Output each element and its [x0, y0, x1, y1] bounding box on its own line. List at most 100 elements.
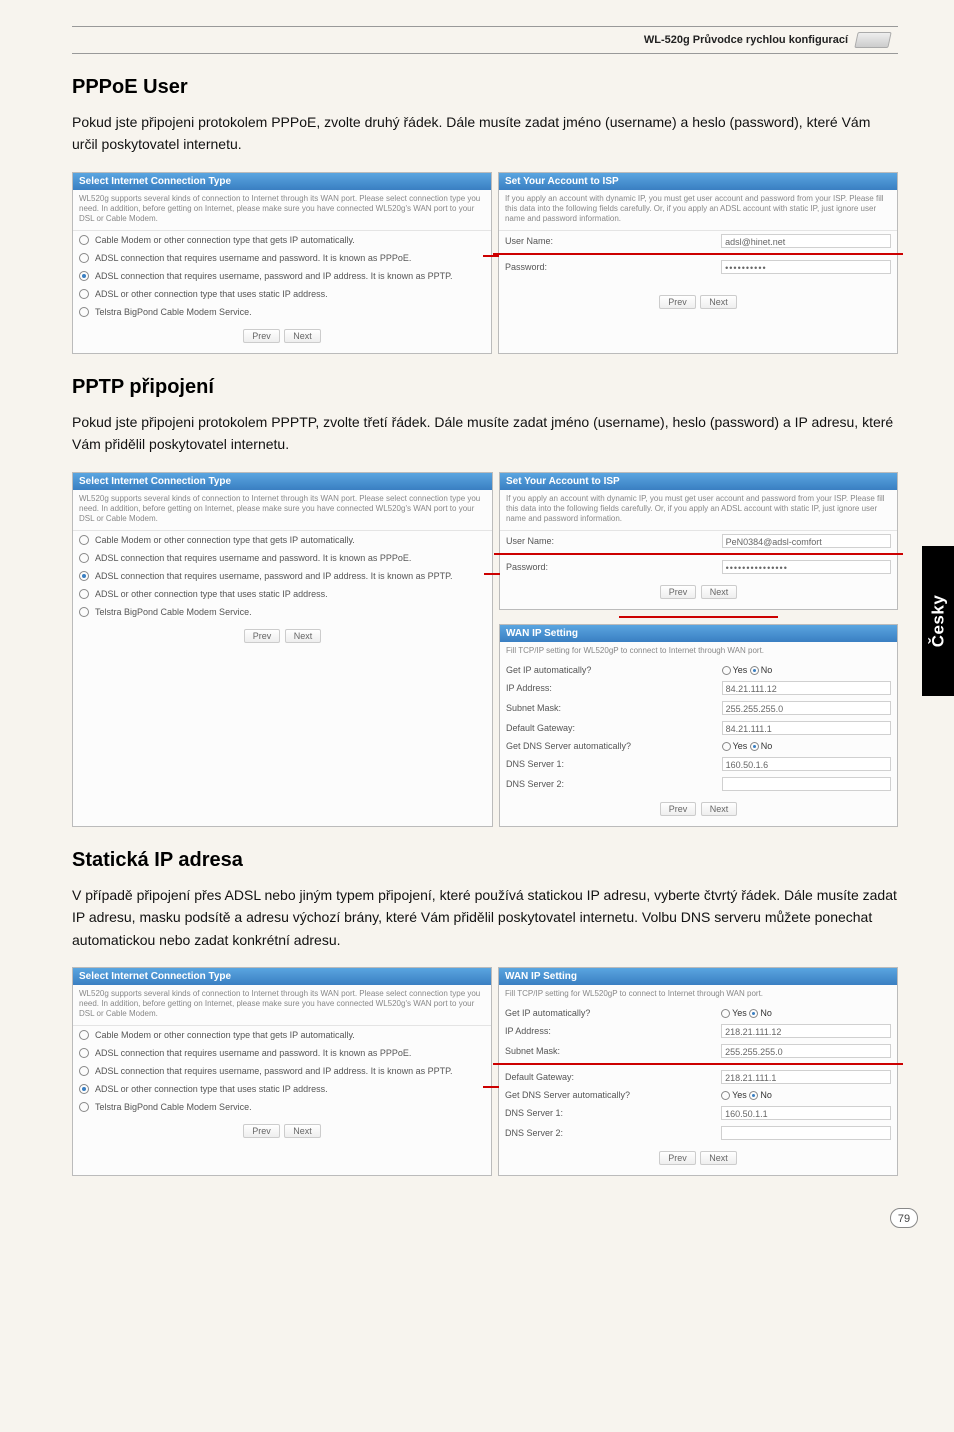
dns-auto-choice[interactable]: Yes No — [721, 1090, 891, 1100]
next-button[interactable]: Next — [285, 629, 322, 643]
password-field[interactable]: •••••••••• — [721, 260, 891, 274]
opt-bigpond-label: Telstra BigPond Cable Modem Service. — [95, 1102, 252, 1112]
password-label: Password: — [506, 562, 722, 572]
select-connection-panel: Select Internet Connection Type WL520g s… — [72, 172, 492, 354]
pptp-body: Pokud jste připojeni protokolem PPPTP, z… — [72, 411, 898, 456]
opt-bigpond[interactable]: Telstra BigPond Cable Modem Service. — [73, 1098, 491, 1116]
radio-icon — [79, 571, 89, 581]
password-row: Password: •••••••••• — [499, 257, 897, 277]
radio-icon — [79, 1084, 89, 1094]
radio-icon — [79, 589, 89, 599]
password-field[interactable]: ••••••••••••••• — [722, 560, 891, 574]
username-field[interactable]: PeN0384@adsl-comfort — [722, 534, 891, 548]
highlight-line — [493, 253, 903, 255]
radio-icon — [79, 553, 89, 563]
prev-button[interactable]: Prev — [243, 329, 280, 343]
prev-button[interactable]: Prev — [660, 585, 697, 599]
prev-button[interactable]: Prev — [243, 1124, 280, 1138]
opt-bigpond-label: Telstra BigPond Cable Modem Service. — [95, 607, 252, 617]
username-field[interactable]: adsl@hinet.net — [721, 234, 891, 248]
page-number: 79 — [890, 1208, 918, 1228]
highlight-line — [494, 553, 903, 555]
opt-pppoe[interactable]: ADSL connection that requires username a… — [73, 249, 491, 267]
opt-pptp[interactable]: ADSL connection that requires username, … — [73, 267, 491, 285]
gw-field[interactable]: 218.21.111.1 — [721, 1070, 891, 1084]
radio-icon — [79, 289, 89, 299]
prev-button[interactable]: Prev — [244, 629, 281, 643]
opt-pppoe[interactable]: ADSL connection that requires username a… — [73, 549, 492, 567]
next-button[interactable]: Next — [284, 329, 321, 343]
dns1-row: DNS Server 1:160.50.1.6 — [500, 754, 897, 774]
ip-field[interactable]: 84.21.111.12 — [722, 681, 891, 695]
next-button[interactable]: Next — [700, 295, 737, 309]
dns1-field[interactable]: 160.50.1.6 — [722, 757, 891, 771]
auto-ip-row: Get IP automatically?Yes No — [499, 1005, 897, 1021]
dns1-field[interactable]: 160.50.1.1 — [721, 1106, 891, 1120]
language-tab: Česky — [922, 546, 954, 696]
highlight-line — [484, 573, 500, 575]
next-button[interactable]: Next — [701, 585, 738, 599]
auto-ip-label: Get IP automatically? — [506, 665, 722, 675]
opt-bigpond[interactable]: Telstra BigPond Cable Modem Service. — [73, 303, 491, 321]
next-button[interactable]: Next — [700, 1151, 737, 1165]
opt-pptp[interactable]: ADSL connection that requires username, … — [73, 1062, 491, 1080]
ip-row: IP Address:218.21.111.12 — [499, 1021, 897, 1041]
opt-static[interactable]: ADSL or other connection type that uses … — [73, 285, 491, 303]
radio-icon — [79, 1102, 89, 1112]
prev-button[interactable]: Prev — [659, 295, 696, 309]
auto-ip-label: Get IP automatically? — [505, 1008, 721, 1018]
dns-auto-label: Get DNS Server automatically? — [506, 741, 722, 751]
opt-pptp-label: ADSL connection that requires username, … — [95, 571, 453, 581]
ip-field[interactable]: 218.21.111.12 — [721, 1024, 891, 1038]
auto-ip-choice[interactable]: Yes No — [722, 665, 891, 675]
dns-auto-row: Get DNS Server automatically?Yes No — [499, 1087, 897, 1103]
nav-buttons: Prev Next — [500, 577, 897, 609]
nav-buttons: Prev Next — [499, 1143, 897, 1175]
next-button[interactable]: Next — [284, 1124, 321, 1138]
opt-pppoe[interactable]: ADSL connection that requires username a… — [73, 1044, 491, 1062]
opt-bigpond[interactable]: Telstra BigPond Cable Modem Service. — [73, 603, 492, 621]
opt-pptp[interactable]: ADSL connection that requires username, … — [73, 567, 492, 585]
mask-field[interactable]: 255.255.255.0 — [722, 701, 891, 715]
opt-auto[interactable]: Cable Modem or other connection type tha… — [73, 531, 492, 549]
pppoe-heading: PPPoE User — [72, 76, 898, 99]
username-row: User Name: adsl@hinet.net — [499, 231, 897, 251]
opt-auto[interactable]: Cable Modem or other connection type tha… — [73, 231, 491, 249]
auto-ip-row: Get IP automatically?Yes No — [500, 662, 897, 678]
dns2-field[interactable] — [721, 1126, 891, 1140]
no-label: No — [761, 741, 773, 751]
nav-buttons: Prev Next — [73, 321, 491, 353]
mask-field[interactable]: 255.255.255.0 — [721, 1044, 891, 1058]
highlight-line — [483, 255, 499, 257]
dns-auto-choice[interactable]: Yes No — [722, 741, 891, 751]
opt-pppoe-label: ADSL connection that requires username a… — [95, 553, 411, 563]
account-desc: If you apply an account with dynamic IP,… — [500, 490, 897, 531]
highlight-line — [493, 1063, 903, 1065]
dns1-label: DNS Server 1: — [506, 759, 722, 769]
prev-button[interactable]: Prev — [659, 1151, 696, 1165]
radio-icon — [79, 307, 89, 317]
mask-label: Subnet Mask: — [505, 1046, 721, 1056]
ip-row: IP Address:84.21.111.12 — [500, 678, 897, 698]
account-header: Set Your Account to ISP — [500, 473, 897, 490]
prev-button[interactable]: Prev — [660, 802, 697, 816]
wan-header: WAN IP Setting — [499, 968, 897, 985]
wan-panel: WAN IP Setting Fill TCP/IP setting for W… — [498, 967, 898, 1176]
radio-icon — [79, 1066, 89, 1076]
opt-static[interactable]: ADSL or other connection type that uses … — [73, 585, 492, 603]
nav-buttons: Prev Next — [73, 1116, 491, 1148]
opt-auto[interactable]: Cable Modem or other connection type tha… — [73, 1026, 491, 1044]
account-panel: Set Your Account to ISP If you apply an … — [499, 472, 898, 610]
username-row: User Name: PeN0384@adsl-comfort — [500, 531, 897, 551]
static-heading: Statická IP adresa — [72, 849, 898, 872]
opt-static[interactable]: ADSL or other connection type that uses … — [73, 1080, 491, 1098]
auto-ip-choice[interactable]: Yes No — [721, 1008, 891, 1018]
dns2-field[interactable] — [722, 777, 891, 791]
gw-field[interactable]: 84.21.111.1 — [722, 721, 891, 735]
account-header: Set Your Account to ISP — [499, 173, 897, 190]
password-row: Password: ••••••••••••••• — [500, 557, 897, 577]
next-button[interactable]: Next — [701, 802, 738, 816]
gw-label: Default Gateway: — [506, 723, 722, 733]
select-connection-panel: Select Internet Connection Type WL520g s… — [72, 472, 493, 827]
wan-panel: WAN IP Setting Fill TCP/IP setting for W… — [499, 624, 898, 827]
